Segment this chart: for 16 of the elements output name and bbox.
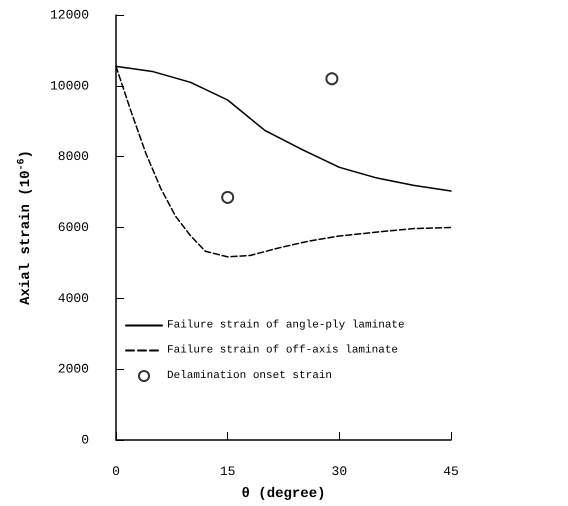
y-axis-title: Axial strain (10-6) bbox=[16, 150, 34, 305]
y-tick-label: 4000 bbox=[58, 290, 89, 306]
x-tick-label: 45 bbox=[443, 464, 459, 479]
y-tick-label: 0 bbox=[81, 432, 89, 448]
x-tick-label: 0 bbox=[112, 464, 120, 479]
y-tick-label: 6000 bbox=[58, 220, 89, 235]
x-tick-label: 30 bbox=[332, 464, 348, 479]
y-tick-label: 2000 bbox=[58, 362, 89, 377]
legend-label: Failure strain of angle-ply laminate bbox=[167, 320, 405, 332]
legend-label: Failure strain of off-axis laminate bbox=[167, 344, 398, 356]
y-tick-label: 8000 bbox=[58, 149, 89, 164]
x-tick-label: 15 bbox=[220, 464, 236, 479]
x-axis-title: θ (degree) bbox=[241, 486, 326, 502]
y-tick-label: 10000 bbox=[50, 78, 89, 94]
y-tick-label: 12000 bbox=[50, 8, 89, 22]
legend-label: Delamination onset strain bbox=[167, 370, 332, 382]
